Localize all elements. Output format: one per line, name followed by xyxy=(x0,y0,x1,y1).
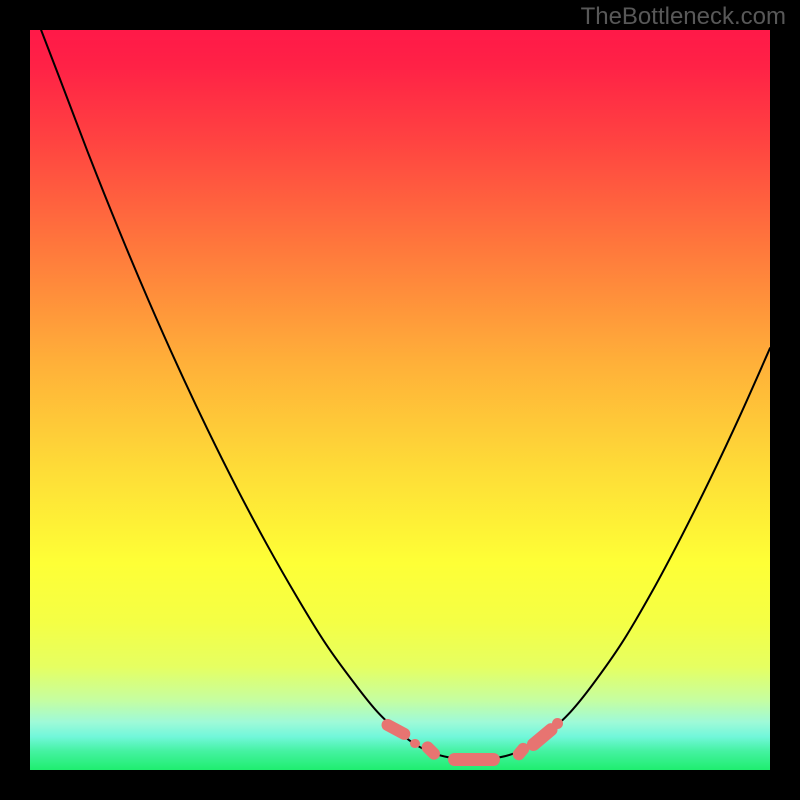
data-marker xyxy=(410,739,420,749)
chart-frame xyxy=(0,0,800,800)
attribution-text: TheBottleneck.com xyxy=(581,3,786,31)
data-marker xyxy=(448,753,500,766)
